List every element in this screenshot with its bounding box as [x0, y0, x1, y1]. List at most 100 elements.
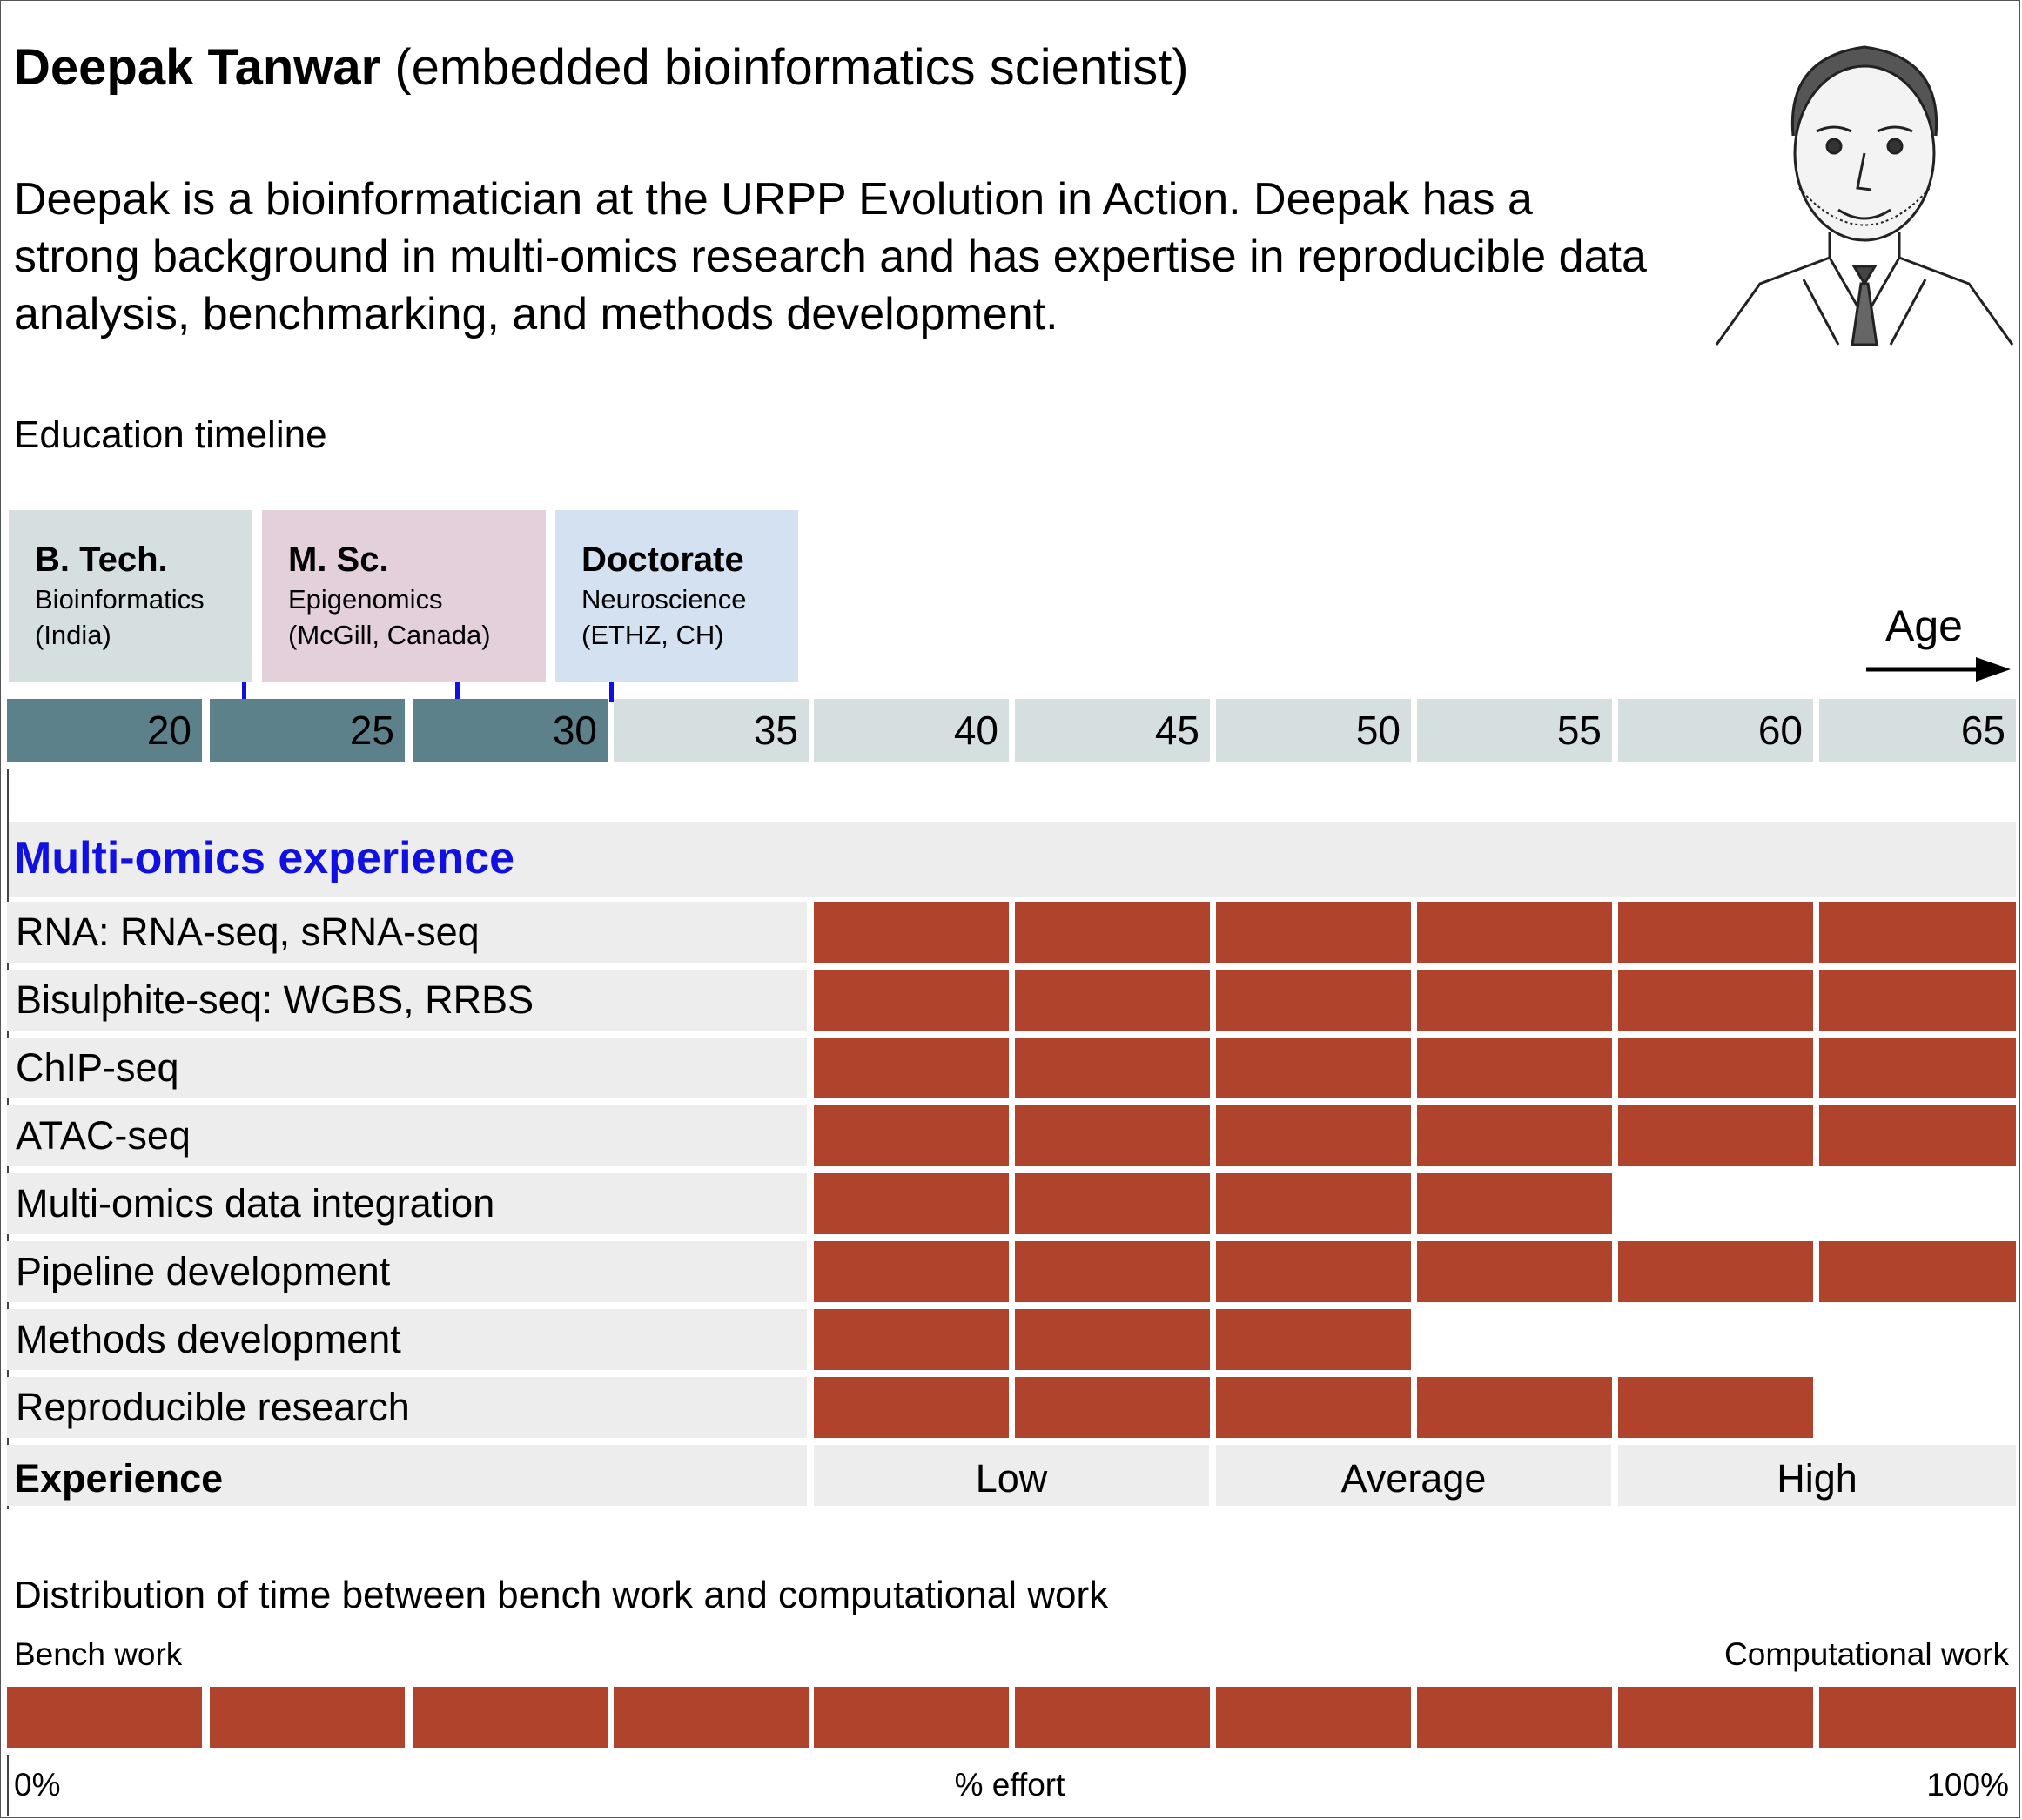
age-label: Age	[1885, 601, 1963, 650]
effort-block	[1216, 1687, 1411, 1748]
degree-btech: B. Tech. Bioinformatics (India)	[9, 510, 252, 682]
skill-level-block	[1417, 1241, 1612, 1302]
experience-scale-label: Experience	[14, 1456, 224, 1501]
effort-block	[1417, 1687, 1612, 1748]
skill-level-block	[1015, 1309, 1210, 1370]
skill-level-block	[814, 1105, 1009, 1166]
skill-label: Bisulphite-seq: WGBS, RRBS	[7, 970, 807, 1031]
skill-level-block	[1015, 1241, 1210, 1302]
effort-block	[814, 1687, 1009, 1748]
skill-level-block	[814, 970, 1009, 1031]
computational-work-label: Computational work	[1724, 1636, 2009, 1672]
degree-place: (McGill, Canada)	[288, 620, 491, 650]
age-cell-45: 45	[1015, 699, 1210, 762]
experience-scale-band	[7, 1445, 807, 1506]
skill-level-block	[1417, 1105, 1612, 1166]
level-low: Low	[814, 1445, 1209, 1506]
age-cell-55: 55	[1417, 699, 1612, 762]
effort-axis-min: 0%	[14, 1767, 61, 1803]
skill-level-block	[1417, 1377, 1612, 1438]
effort-title: Distribution of time between bench work …	[14, 1574, 1109, 1616]
skill-label: Pipeline development	[7, 1241, 807, 1302]
level-average: Average	[1216, 1445, 1611, 1506]
skill-level-block	[1618, 1038, 1813, 1098]
degree-place: (India)	[35, 620, 111, 650]
skill-label: ATAC-seq	[7, 1105, 807, 1166]
degree-name: M. Sc.	[288, 541, 389, 579]
degree-place: (ETHZ, CH)	[581, 620, 724, 650]
age-cell-30: 30	[413, 699, 608, 762]
skill-label: Methods development	[7, 1309, 807, 1370]
skill-label: Multi-omics data integration	[7, 1173, 807, 1234]
skill-level-block	[1417, 970, 1612, 1031]
skill-level-block	[1015, 1038, 1210, 1098]
skill-level-block	[1216, 1309, 1411, 1370]
skill-level-block	[814, 1038, 1009, 1098]
effort-axis-label: % effort	[954, 1767, 1065, 1803]
age-cell-25: 25	[210, 699, 405, 762]
skill-level-block	[1417, 1173, 1612, 1234]
bench-work-label: Bench work	[14, 1636, 183, 1672]
education-title: Education timeline	[14, 413, 327, 456]
skill-level-block	[814, 902, 1009, 963]
age-cell-40: 40	[814, 699, 1009, 762]
portrait-image	[1715, 45, 2014, 346]
skill-level-block	[1216, 1038, 1411, 1098]
skill-level-block	[1015, 1377, 1210, 1438]
skill-level-block	[1015, 970, 1210, 1031]
skill-level-block	[1819, 970, 2016, 1031]
skill-level-block	[1417, 902, 1612, 963]
effort-block	[210, 1687, 405, 1748]
skill-level-block	[1015, 1105, 1210, 1166]
level-high: High	[1618, 1445, 2016, 1506]
timeline-tick	[609, 682, 614, 702]
skill-level-block	[814, 1377, 1009, 1438]
skill-level-block	[1618, 970, 1813, 1031]
degree-field: Neuroscience	[581, 584, 747, 615]
person-heading: Deepak Tanwar (embedded bioinformatics s…	[14, 38, 1189, 97]
timeline-tick	[242, 682, 246, 702]
effort-block	[614, 1687, 809, 1748]
timeline-tick	[455, 682, 460, 702]
skill-level-block	[814, 1241, 1009, 1302]
skill-label: RNA: RNA-seq, sRNA-seq	[7, 902, 807, 963]
skill-level-block	[1819, 1241, 2016, 1302]
skill-label: ChIP-seq	[7, 1038, 807, 1098]
skill-level-block	[1618, 1241, 1813, 1302]
age-cell-60: 60	[1618, 699, 1813, 762]
degree-doctorate: Doctorate Neuroscience (ETHZ, CH)	[555, 510, 798, 682]
age-cell-50: 50	[1216, 699, 1411, 762]
skill-level-block	[1216, 970, 1411, 1031]
skill-level-block	[1417, 1038, 1612, 1098]
arrow-right-icon	[1866, 657, 2011, 682]
skill-level-block	[1015, 1173, 1210, 1234]
person-name: Deepak Tanwar	[14, 39, 381, 96]
person-bio: Deepak is a bioinformatician at the URPP…	[14, 174, 1647, 339]
degree-name: Doctorate	[581, 541, 744, 579]
skill-label: Reproducible research	[7, 1377, 807, 1438]
degree-field: Epigenomics	[288, 584, 443, 615]
age-cell-35: 35	[614, 699, 809, 762]
degree-field: Bioinformatics	[35, 584, 205, 615]
experience-header-band	[7, 822, 2016, 897]
skill-level-block	[1819, 1038, 2016, 1098]
skill-level-block	[1216, 1241, 1411, 1302]
effort-block	[1819, 1687, 2016, 1748]
person-role: (embedded bioinformatics scientist)	[394, 39, 1189, 96]
degree-msc: M. Sc. Epigenomics (McGill, Canada)	[262, 510, 546, 682]
age-cell-65: 65	[1819, 699, 2016, 762]
skill-level-block	[1216, 1105, 1411, 1166]
skill-level-block	[1216, 1377, 1411, 1438]
skill-level-block	[1216, 1173, 1411, 1234]
divider	[7, 1755, 9, 1816]
degree-name: B. Tech.	[35, 541, 168, 579]
skill-level-block	[1618, 902, 1813, 963]
effort-block	[413, 1687, 608, 1748]
effort-axis-max: 100%	[1926, 1767, 2009, 1803]
experience-title: Multi-omics experience	[14, 833, 515, 883]
effort-block	[1015, 1687, 1210, 1748]
skill-level-block	[1618, 1105, 1813, 1166]
age-cell-20: 20	[7, 699, 202, 762]
skill-level-block	[1015, 902, 1210, 963]
